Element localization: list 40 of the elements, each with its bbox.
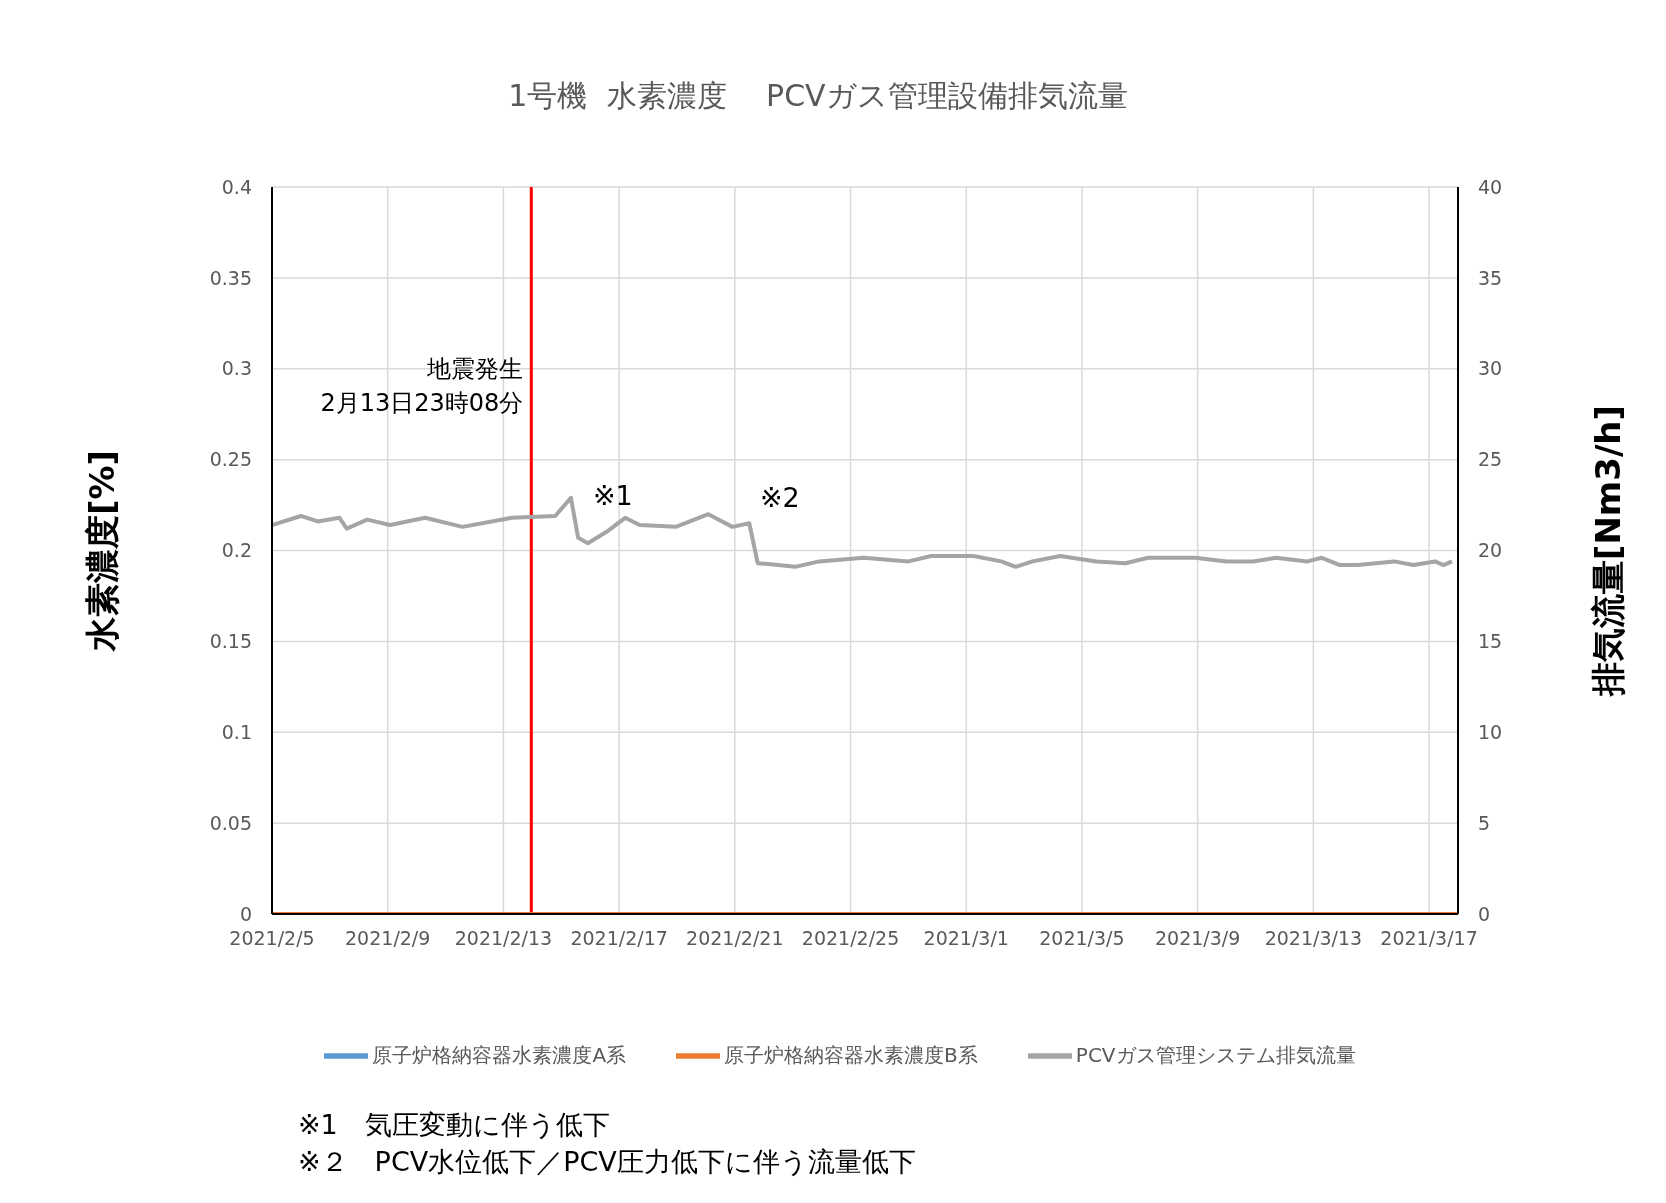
- chart-title: 1号機 水素濃度 PCVガス管理設備排気流量: [507, 77, 1129, 115]
- y2-tick-label: 35: [1478, 266, 1503, 289]
- y2-tick-label: 25: [1478, 448, 1503, 471]
- x-tick-label: 2021/3/13: [1264, 927, 1363, 950]
- y2-tick-label: 20: [1478, 539, 1503, 562]
- y-tick-label: 0.4: [221, 175, 252, 198]
- y2-tick-label: 40: [1478, 175, 1503, 198]
- legend-label: 原子炉格納容器水素濃度A系: [372, 1042, 627, 1067]
- legend-label: PCVガス管理システム排気流量: [1075, 1042, 1356, 1067]
- x-tick-label: 2021/3/9: [1154, 927, 1241, 950]
- x-tick-label: 2021/2/9: [345, 927, 431, 950]
- x-tick-label: 2021/3/17: [1380, 927, 1478, 950]
- x-tick-label: 2021/3/1: [923, 927, 1009, 950]
- y2-tick-label: 5: [1478, 811, 1491, 834]
- annotation: ※1: [593, 480, 633, 511]
- text: ※２ PCV水位低下／PCV圧力低下に伴う流量低下: [298, 1145, 916, 1179]
- y-tick-label: 0.3: [221, 357, 252, 380]
- x-tick-label: 2021/2/5: [229, 927, 315, 950]
- y2-tick-label: 15: [1478, 630, 1503, 653]
- y2-tick-label: 0: [1478, 902, 1491, 925]
- x-tick-label: 2021/2/17: [570, 927, 668, 950]
- y2-tick-label: 10: [1478, 720, 1503, 743]
- x-tick-label: 2021/3/5: [1039, 927, 1125, 950]
- y2-axis-title: 排気流量[Nm3/h]: [1588, 404, 1629, 698]
- x-tick-label: 2021/2/25: [801, 927, 900, 950]
- y-tick-label: 0.15: [209, 630, 252, 653]
- annotation: ※2: [760, 482, 800, 513]
- y2-tick-label: 30: [1478, 357, 1503, 380]
- x-tick-label: 2021/2/21: [686, 927, 784, 950]
- y-tick-label: 0.35: [209, 266, 252, 289]
- legend-label: 原子炉格納容器水素濃度B系: [724, 1042, 978, 1067]
- y-axis-title: 水素濃度[%]: [82, 449, 123, 653]
- text: ※1 気圧変動に伴う低下: [298, 1108, 611, 1142]
- y-tick-label: 0.1: [221, 720, 252, 743]
- y-tick-label: 0.05: [209, 811, 252, 834]
- y-tick-label: 0.2: [221, 539, 252, 562]
- ref-line-label: 地震発生 2月13日23時08分: [320, 355, 524, 417]
- y-tick-label: 0: [239, 902, 252, 925]
- x-tick-label: 2021/2/13: [454, 927, 553, 950]
- y-tick-label: 0.25: [209, 448, 252, 471]
